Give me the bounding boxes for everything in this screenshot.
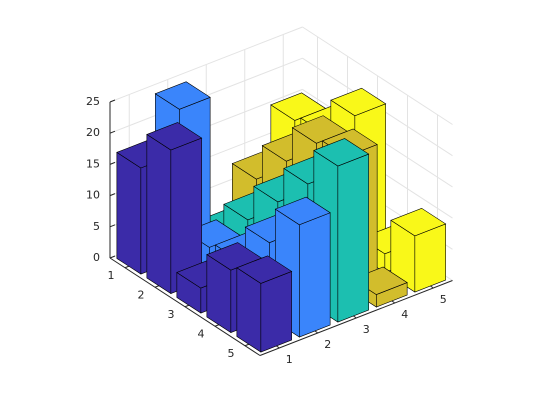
- x-tick-label: 1: [286, 353, 293, 366]
- x-tick-label: 2: [324, 338, 331, 351]
- z-tick-label: 20: [86, 126, 100, 139]
- tick-mark: [109, 130, 116, 134]
- tick-mark: [109, 99, 116, 103]
- z-tick-label: 15: [86, 157, 100, 170]
- z-tick-label: 10: [86, 189, 100, 202]
- tick-mark: [109, 255, 116, 259]
- bar-face: [236, 255, 293, 284]
- y-tick-label: 5: [228, 347, 235, 360]
- z-tick-label: 25: [86, 95, 100, 108]
- bar-face: [299, 212, 331, 338]
- bar-face: [330, 87, 387, 117]
- x-tick-label: 3: [363, 323, 370, 336]
- bar-face: [146, 122, 203, 151]
- tick-mark: [109, 161, 116, 165]
- tick-mark: [109, 193, 116, 197]
- bar-face: [337, 153, 369, 323]
- y-tick-label: 1: [108, 269, 115, 282]
- z-tick-label: 5: [93, 220, 100, 233]
- bar-face: [260, 270, 292, 353]
- y-tick-label: 3: [168, 308, 175, 321]
- bar-face: [313, 138, 370, 167]
- x-tick-label: 5: [440, 293, 447, 306]
- x-tick-label: 4: [401, 308, 408, 321]
- y-tick-label: 4: [198, 327, 205, 340]
- bar-face: [146, 133, 172, 295]
- bar-face: [154, 81, 211, 110]
- bar-face: [116, 151, 142, 275]
- bar-face: [274, 196, 331, 226]
- z-tick-label: 0: [93, 251, 100, 264]
- y-tick-label: 2: [138, 288, 145, 301]
- bar-face: [390, 207, 447, 237]
- tick-mark: [109, 224, 116, 228]
